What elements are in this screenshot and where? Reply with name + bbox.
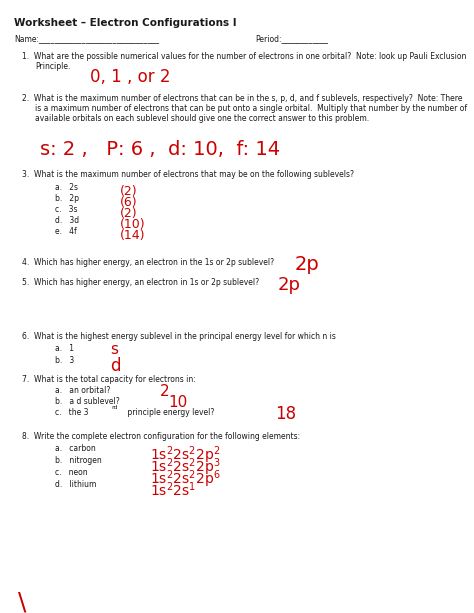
Text: rd: rd bbox=[111, 405, 118, 410]
Text: Period:____________: Period:____________ bbox=[255, 34, 328, 43]
Text: (14): (14) bbox=[120, 229, 146, 242]
Text: (2): (2) bbox=[120, 207, 137, 220]
Text: 1s$^2$2s$^1$: 1s$^2$2s$^1$ bbox=[150, 480, 196, 498]
Text: Principle.: Principle. bbox=[35, 62, 70, 71]
Text: d: d bbox=[110, 357, 120, 375]
Text: d.   lithium: d. lithium bbox=[55, 480, 96, 489]
Text: 2.  What is the maximum number of electrons that can be in the s, p, d, and f su: 2. What is the maximum number of electro… bbox=[22, 94, 463, 103]
Text: b.   a d sublevel?: b. a d sublevel? bbox=[55, 397, 120, 406]
Text: 5.  Which has higher energy, an electron in 1s or 2p sublevel?: 5. Which has higher energy, an electron … bbox=[22, 278, 259, 287]
Text: Name:_______________________________: Name:_______________________________ bbox=[14, 34, 159, 43]
Text: b.   nitrogen: b. nitrogen bbox=[55, 456, 102, 465]
Text: (2): (2) bbox=[120, 185, 137, 198]
Text: (10): (10) bbox=[120, 218, 146, 231]
Text: 4.  Which has higher energy, an electron in the 1s or 2p sublevel?: 4. Which has higher energy, an electron … bbox=[22, 258, 274, 267]
Text: 1s$^2$2s$^2$2p$^6$: 1s$^2$2s$^2$2p$^6$ bbox=[150, 468, 221, 490]
Text: e.   4f: e. 4f bbox=[55, 227, 77, 236]
Text: s: 2 ,   P: 6 ,  d: 10,  f: 14: s: 2 , P: 6 , d: 10, f: 14 bbox=[40, 140, 280, 159]
Text: c.   neon: c. neon bbox=[55, 468, 88, 477]
Text: \: \ bbox=[18, 590, 27, 613]
Text: 3.  What is the maximum number of electrons that may be on the following subleve: 3. What is the maximum number of electro… bbox=[22, 170, 354, 179]
Text: a.   1: a. 1 bbox=[55, 344, 74, 353]
Text: 1.  What are the possible numerical values for the number of electrons in one or: 1. What are the possible numerical value… bbox=[22, 52, 466, 61]
Text: b.   2p: b. 2p bbox=[55, 194, 79, 203]
Text: c.   3s: c. 3s bbox=[55, 205, 78, 214]
Text: 8.  Write the complete electron configuration for the following elements:: 8. Write the complete electron configura… bbox=[22, 432, 300, 441]
Text: 2: 2 bbox=[160, 384, 170, 399]
Text: a.   an orbital?: a. an orbital? bbox=[55, 386, 110, 395]
Text: b.   3: b. 3 bbox=[55, 356, 74, 365]
Text: (6): (6) bbox=[120, 196, 137, 209]
Text: principle energy level?: principle energy level? bbox=[125, 408, 214, 417]
Text: 2p: 2p bbox=[278, 276, 301, 294]
Text: c.   the 3: c. the 3 bbox=[55, 408, 89, 417]
Text: a.   carbon: a. carbon bbox=[55, 444, 96, 453]
Text: 1s$^2$2s$^2$2p$^3$: 1s$^2$2s$^2$2p$^3$ bbox=[150, 456, 221, 478]
Text: Worksheet – Electron Configurations I: Worksheet – Electron Configurations I bbox=[14, 18, 237, 28]
Text: 1s$^2$2s$^2$2p$^2$: 1s$^2$2s$^2$2p$^2$ bbox=[150, 444, 220, 466]
Text: 2p: 2p bbox=[295, 255, 320, 274]
Text: 7.  What is the total capacity for electrons in:: 7. What is the total capacity for electr… bbox=[22, 375, 196, 384]
Text: 0, 1 , or 2: 0, 1 , or 2 bbox=[90, 68, 171, 86]
Text: d.   3d: d. 3d bbox=[55, 216, 79, 225]
Text: 6.  What is the highest energy sublevel in the principal energy level for which : 6. What is the highest energy sublevel i… bbox=[22, 332, 336, 341]
Text: 18: 18 bbox=[275, 405, 296, 423]
Text: is a maximum number of electrons that can be put onto a single orbital.  Multipl: is a maximum number of electrons that ca… bbox=[35, 104, 467, 113]
Text: 10: 10 bbox=[168, 395, 187, 410]
Text: available orbitals on each sublevel should give one the correct answer to this p: available orbitals on each sublevel shou… bbox=[35, 114, 369, 123]
Text: s: s bbox=[110, 342, 118, 357]
Text: a.   2s: a. 2s bbox=[55, 183, 78, 192]
